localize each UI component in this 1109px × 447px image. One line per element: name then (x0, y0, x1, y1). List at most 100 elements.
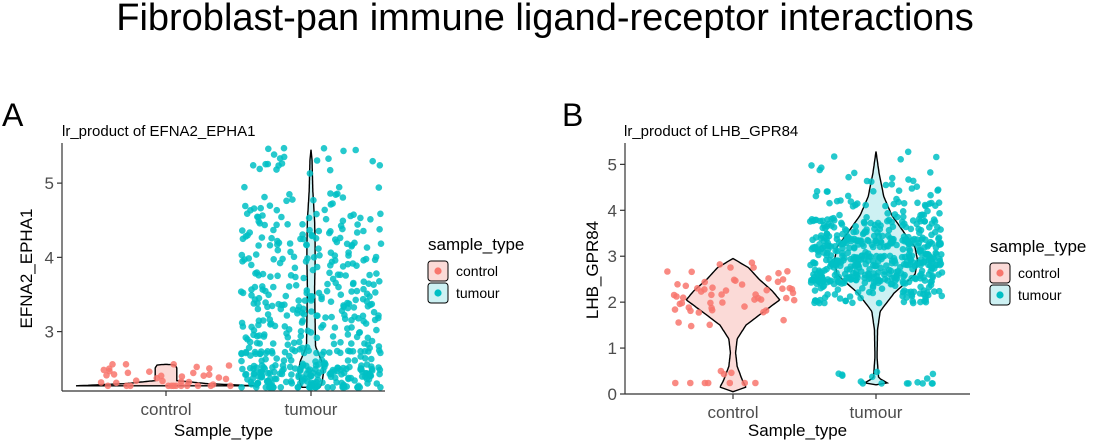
legend-dot (434, 289, 442, 297)
data-point (287, 378, 295, 385)
data-point (253, 381, 260, 389)
data-point (831, 291, 839, 298)
data-point (242, 202, 249, 210)
data-point (350, 211, 357, 218)
data-point (671, 306, 679, 313)
data-point (255, 242, 262, 249)
data-point (286, 191, 293, 198)
data-point (242, 370, 250, 378)
data-point (863, 226, 870, 233)
data-point (375, 184, 383, 191)
data-point (862, 201, 869, 209)
data-point (350, 304, 358, 311)
data-point (237, 288, 245, 296)
data-point (354, 384, 362, 391)
data-point (239, 227, 246, 234)
data-point (262, 160, 269, 168)
data-point (284, 341, 292, 349)
data-point (289, 346, 296, 353)
data-point (900, 280, 907, 287)
data-point (291, 264, 299, 272)
data-point (326, 269, 333, 277)
data-point (789, 289, 797, 297)
data-point (836, 211, 843, 219)
data-point (838, 219, 845, 227)
data-point (330, 340, 338, 348)
data-point (899, 246, 907, 253)
data-point (859, 380, 867, 387)
legend-title: sample_type (428, 235, 524, 254)
data-point (918, 236, 925, 243)
data-point (124, 369, 132, 377)
data-point (257, 368, 265, 375)
data-point (339, 194, 347, 201)
data-point (368, 355, 375, 363)
data-point (278, 160, 286, 167)
data-point (206, 365, 213, 372)
data-point (892, 277, 899, 284)
data-point (353, 262, 360, 270)
data-point (879, 232, 886, 240)
data-point (688, 268, 695, 276)
data-point (716, 261, 724, 268)
data-point (843, 227, 850, 234)
data-point (248, 381, 255, 388)
data-point (337, 222, 345, 230)
data-point (895, 187, 903, 194)
data-point (674, 281, 681, 288)
data-point (274, 237, 281, 245)
data-point (875, 299, 883, 307)
data-point (294, 384, 302, 391)
data-point (241, 183, 248, 191)
data-point (838, 280, 845, 287)
data-point (261, 221, 269, 229)
data-point (910, 288, 918, 296)
data-point (318, 324, 325, 331)
data-point (364, 334, 372, 342)
data-point (818, 164, 825, 171)
data-point (784, 268, 791, 275)
data-point (882, 181, 890, 189)
points-tumour (237, 144, 385, 391)
data-point (362, 255, 370, 263)
data-point (346, 363, 353, 371)
data-point (331, 324, 339, 331)
data-point (845, 173, 852, 181)
data-point (345, 249, 352, 256)
data-point (367, 216, 374, 223)
data-point (933, 250, 940, 258)
data-point (277, 384, 285, 391)
data-point (123, 382, 130, 390)
x-axis-title: Sample_type (748, 421, 847, 440)
data-point (934, 186, 942, 193)
data-point (360, 285, 367, 293)
data-point (376, 370, 383, 378)
data-point (373, 326, 380, 334)
data-point (292, 282, 300, 289)
data-point (811, 299, 818, 307)
data-point (100, 366, 108, 374)
data-point (345, 375, 352, 383)
data-point (286, 363, 294, 371)
data-point (357, 348, 364, 355)
data-point (268, 320, 275, 327)
data-point (200, 372, 207, 380)
data-point (326, 349, 333, 356)
data-point (318, 295, 325, 303)
data-point (159, 377, 166, 385)
data-point (864, 250, 872, 257)
points-control (664, 259, 798, 387)
data-point (670, 291, 678, 299)
data-point (170, 361, 177, 368)
data-point (808, 276, 815, 284)
data-point (838, 371, 846, 379)
data-point (322, 314, 329, 321)
data-point (819, 224, 826, 232)
data-point (366, 271, 373, 279)
y-tick-label: 5 (45, 174, 54, 193)
data-point (153, 374, 161, 382)
data-point (300, 311, 308, 318)
data-point (841, 270, 849, 278)
data-point (810, 259, 817, 266)
